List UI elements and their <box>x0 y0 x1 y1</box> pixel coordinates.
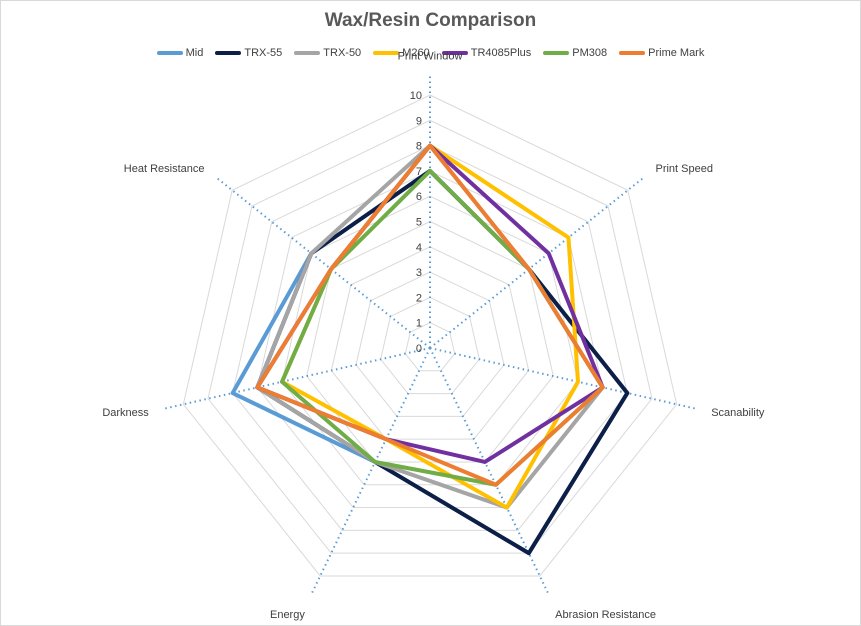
tick-label: 5 <box>416 217 422 229</box>
axis-label: Print Window <box>398 51 463 63</box>
axis-label: Darkness <box>102 407 149 419</box>
legend-item: PM308 <box>543 47 607 59</box>
grid-ring-7 <box>256 170 604 509</box>
axis-label: Energy <box>270 609 305 621</box>
legend-item: Prime Mark <box>619 47 704 59</box>
axis-spoke <box>429 347 697 410</box>
legend-label: TRX-55 <box>244 47 283 59</box>
series-prime-mark <box>255 143 605 487</box>
legend-label: PM308 <box>572 47 608 59</box>
legend-item: Mid <box>156 47 204 59</box>
axis-spoke <box>215 176 431 349</box>
grid-ring-4 <box>330 246 530 440</box>
tick-label: 10 <box>410 90 422 102</box>
tick-label: 1 <box>416 318 422 330</box>
radial-tick-labels: 0 1 2 3 4 5 6 7 8 9 10 <box>410 90 422 355</box>
tick-label: 3 <box>416 267 422 279</box>
axis-labels: Print Window Print Speed Scanability Abrasi… <box>102 51 765 621</box>
grid-ring-8 <box>232 145 628 531</box>
legend-item: TRX-50 <box>294 47 361 59</box>
tick-label: 6 <box>416 191 422 203</box>
legend-item: M260 <box>373 47 430 59</box>
legend-label: TR4085Plus <box>470 47 532 59</box>
radar-series <box>230 143 630 556</box>
legend-item: TR4085Plus <box>441 47 532 59</box>
grid-ring-10 <box>182 94 678 577</box>
axis-spoke <box>163 347 431 410</box>
axis-label: Abrasion Resistance <box>555 609 656 621</box>
axis-spoke <box>429 347 550 595</box>
radar-axes <box>163 74 697 595</box>
legend-swatch <box>441 51 468 55</box>
grid-ring-1 <box>404 322 456 372</box>
tick-label: 9 <box>416 115 422 127</box>
legend-swatch <box>156 51 183 55</box>
grid-ring-9 <box>207 119 653 554</box>
legend: Mid TRX-55 TRX-50 M260 TR4085Plus PM308 Prime … <box>1 47 860 59</box>
legend-label: M260 <box>402 47 430 59</box>
legend-swatch <box>619 51 646 55</box>
series-pm308 <box>280 168 605 487</box>
axis-spoke <box>310 347 431 595</box>
legend-swatch <box>294 51 321 55</box>
axis-label: Print Speed <box>655 163 712 175</box>
legend-label: Mid <box>185 47 204 59</box>
tick-label: 2 <box>416 292 422 304</box>
grid-ring-6 <box>281 195 579 486</box>
tick-label: 4 <box>416 242 422 254</box>
chart-title: Wax/Resin Comparison <box>324 10 537 31</box>
grid-ring-2 <box>380 296 480 395</box>
legend-item: TRX-55 <box>215 47 282 59</box>
legend-label: Prime Mark <box>648 47 705 59</box>
axis-label: Scanability <box>711 407 765 419</box>
series-trx-55 <box>255 168 630 556</box>
axis-spoke <box>429 176 645 349</box>
legend-label: TRX-50 <box>323 47 362 59</box>
tick-label: 8 <box>416 141 422 153</box>
legend-swatch <box>373 51 400 55</box>
tick-label: 7 <box>416 166 422 178</box>
axis-label: Heat Resistance <box>124 163 205 175</box>
tick-label: 0 <box>416 343 422 355</box>
legend-swatch <box>215 51 242 55</box>
grid-ring-3 <box>355 271 505 417</box>
legend-swatch <box>543 51 570 55</box>
